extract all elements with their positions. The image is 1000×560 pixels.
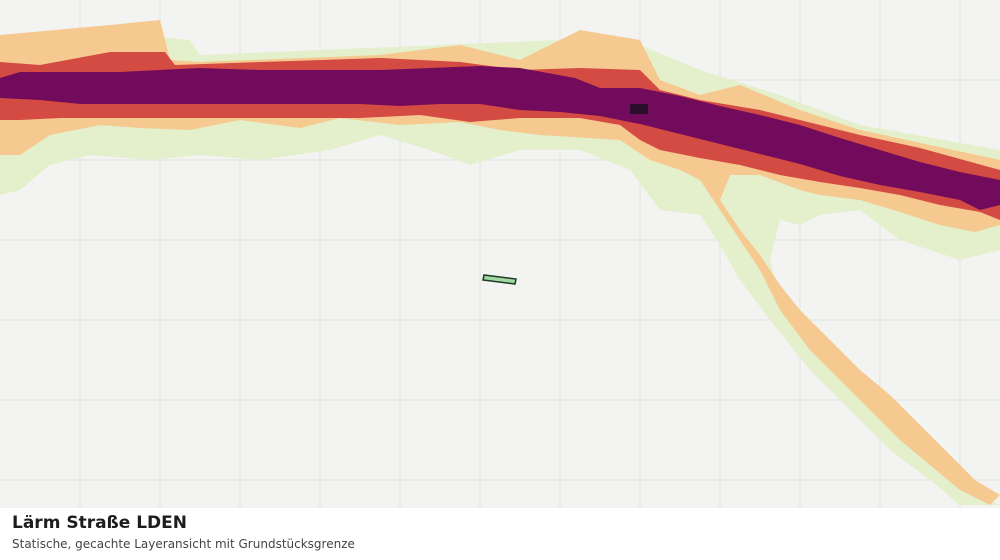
noise-cell-max <box>630 104 648 114</box>
noise-map[interactable] <box>0 0 1000 508</box>
noise-map-canvas <box>0 0 1000 508</box>
noise-layer <box>0 20 1000 505</box>
map-title: Lärm Straße LDEN <box>12 513 188 533</box>
map-caption: Lärm Straße LDEN Statische, gecachte Lay… <box>0 508 1000 560</box>
noise-band-very-high <box>0 66 1000 210</box>
map-subtitle: Statische, gecachte Layeransicht mit Gru… <box>12 537 355 551</box>
parcel-boundary[interactable] <box>482 274 517 285</box>
